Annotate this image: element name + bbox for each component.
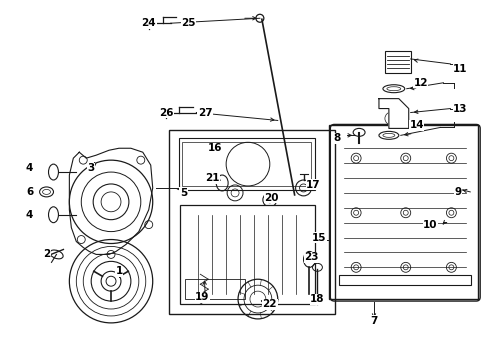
Text: 18: 18 bbox=[309, 294, 324, 304]
Text: 19: 19 bbox=[195, 292, 209, 302]
Text: 5: 5 bbox=[180, 188, 187, 198]
Text: 24: 24 bbox=[141, 18, 156, 28]
Circle shape bbox=[93, 184, 129, 220]
Circle shape bbox=[91, 261, 131, 301]
Text: 16: 16 bbox=[207, 143, 222, 153]
Text: 26: 26 bbox=[159, 108, 174, 117]
Text: 25: 25 bbox=[181, 18, 195, 28]
Text: 12: 12 bbox=[412, 78, 427, 88]
Text: 15: 15 bbox=[311, 233, 326, 243]
Bar bbox=[185, 279, 244, 299]
Bar bbox=[180, 205, 315, 304]
Circle shape bbox=[106, 276, 116, 286]
Text: 6: 6 bbox=[26, 187, 33, 197]
Bar bbox=[182, 142, 311, 186]
Text: 27: 27 bbox=[198, 108, 212, 117]
Text: 10: 10 bbox=[423, 220, 437, 230]
Text: 21: 21 bbox=[204, 173, 219, 183]
Text: 23: 23 bbox=[304, 252, 318, 262]
Text: 11: 11 bbox=[452, 64, 467, 74]
Text: 9: 9 bbox=[454, 187, 461, 197]
Bar bbox=[168, 130, 335, 314]
Bar bbox=[384, 51, 410, 73]
Text: 14: 14 bbox=[408, 121, 423, 130]
Text: 1: 1 bbox=[115, 266, 122, 276]
Text: 17: 17 bbox=[305, 180, 320, 190]
Bar bbox=[339, 275, 470, 285]
Polygon shape bbox=[378, 99, 408, 129]
Text: 13: 13 bbox=[452, 104, 467, 113]
Text: 22: 22 bbox=[262, 299, 277, 309]
Text: 4: 4 bbox=[26, 210, 33, 220]
Text: 2: 2 bbox=[43, 249, 50, 260]
Text: 3: 3 bbox=[87, 163, 95, 173]
Bar bbox=[328, 125, 477, 299]
Text: 8: 8 bbox=[333, 133, 340, 143]
Bar bbox=[178, 138, 315, 190]
Text: 4: 4 bbox=[26, 163, 33, 173]
Text: 20: 20 bbox=[264, 193, 279, 203]
Text: 7: 7 bbox=[369, 316, 377, 326]
